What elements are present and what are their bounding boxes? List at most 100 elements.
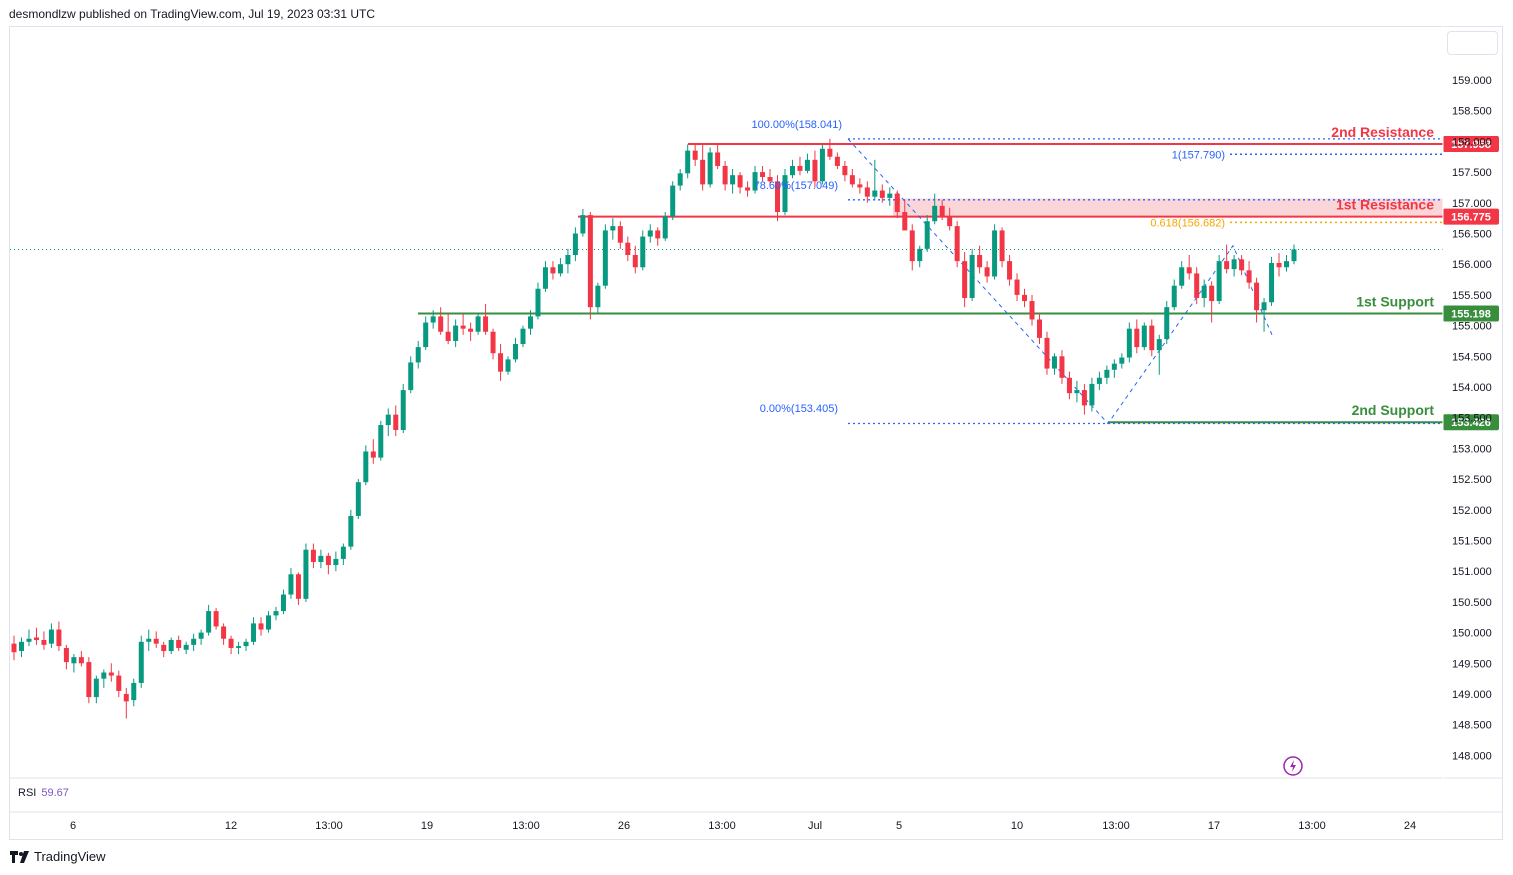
candle-body <box>191 638 197 645</box>
candle-body <box>887 193 893 198</box>
price-tick-label: 151.000 <box>1452 566 1492 578</box>
candle-body <box>752 172 758 191</box>
tradingview-footer[interactable]: TradingView <box>10 849 106 864</box>
candle-body <box>1134 328 1140 348</box>
candle-body <box>1029 301 1035 320</box>
candle-body <box>857 184 863 188</box>
candle-body <box>1261 302 1267 311</box>
candle-body <box>992 230 998 277</box>
candle-body <box>1156 339 1162 351</box>
time-tick-label: Jul <box>808 820 822 832</box>
candle-body <box>984 267 990 277</box>
candle-body <box>41 639 47 645</box>
price-tick-label: 148.500 <box>1452 720 1492 732</box>
candle-body <box>939 205 945 217</box>
price-tick-label: 155.500 <box>1452 290 1492 302</box>
price-tick-label: 154.500 <box>1452 351 1492 363</box>
candle-body <box>63 647 69 663</box>
candle-body <box>1051 356 1057 369</box>
candle-body <box>1111 363 1117 370</box>
candle-body <box>33 637 39 640</box>
candle-body <box>1141 325 1147 348</box>
chart-frame <box>9 26 1503 840</box>
price-tick-label: 151.500 <box>1452 536 1492 548</box>
candle-body <box>902 212 908 231</box>
candle-body <box>475 316 481 332</box>
candle-body <box>969 254 975 298</box>
candle-body <box>385 414 391 426</box>
candle-body <box>655 230 661 239</box>
candle-body <box>1216 261 1222 302</box>
candle-body <box>1186 267 1192 274</box>
candle-body <box>11 643 17 653</box>
candle-body <box>430 316 436 323</box>
candle-body <box>580 215 586 234</box>
candle-body <box>56 629 62 647</box>
candle-body <box>438 316 444 332</box>
candle-body <box>535 288 541 317</box>
candle-body <box>221 626 227 639</box>
rsi-indicator-label[interactable]: RSI 59.67 <box>18 787 69 799</box>
level-price-tag <box>1443 305 1499 322</box>
candle-body <box>295 574 301 599</box>
level-price-tag <box>1443 208 1499 225</box>
candle-body <box>999 230 1005 262</box>
price-tick-label: 158.500 <box>1452 106 1492 118</box>
candle-body <box>303 549 309 599</box>
candle-body <box>1081 390 1087 406</box>
candle-body <box>340 546 346 559</box>
candle-body <box>1194 273 1200 298</box>
candle-body <box>490 331 496 354</box>
candle-body <box>123 694 129 702</box>
resistance-zone <box>893 198 1443 217</box>
candle-body <box>722 165 728 185</box>
candle-body <box>251 623 257 642</box>
candle-body <box>1149 325 1155 351</box>
time-tick-label: 13:00 <box>512 820 540 832</box>
candle-body <box>550 267 556 274</box>
price-tick-label: 148.000 <box>1452 750 1492 762</box>
candle-body <box>864 187 870 197</box>
candle-body <box>1036 319 1042 338</box>
candle-body <box>670 185 676 217</box>
level-price-tag <box>1443 135 1499 152</box>
candle-body <box>280 594 286 612</box>
candle-body <box>745 187 751 191</box>
chart-control-box[interactable] <box>1447 31 1498 55</box>
candle-body <box>310 549 316 562</box>
candle-body <box>348 515 354 547</box>
candle-body <box>677 173 683 186</box>
level-name: 1st Support <box>1356 293 1434 309</box>
candle-body <box>775 181 781 213</box>
candle-body <box>258 623 264 630</box>
rsi-name: RSI <box>18 787 37 799</box>
candle-body <box>273 611 279 616</box>
candle-body <box>363 451 369 483</box>
price-tick-label: 154.000 <box>1452 382 1492 394</box>
candle-body <box>400 390 406 430</box>
level-name: 1st Resistance <box>1336 197 1434 213</box>
candle-body <box>26 638 32 642</box>
candle-body <box>819 148 825 182</box>
candle-body <box>804 159 810 171</box>
candle-body <box>812 159 818 182</box>
candle-body <box>146 638 152 642</box>
fib-retracement-label: 78.60%(157.049) <box>754 180 838 192</box>
candle-body <box>483 316 489 332</box>
rsi-value: 59.67 <box>41 787 69 799</box>
time-tick-label: 5 <box>896 820 902 832</box>
level-name: 2nd Resistance <box>1331 124 1434 140</box>
candle-body <box>198 632 204 639</box>
candle-body <box>1044 337 1050 369</box>
candle-body <box>1074 390 1080 394</box>
candle-body <box>18 641 24 652</box>
candle-body <box>520 328 526 345</box>
price-tick-label: 155.000 <box>1452 321 1492 333</box>
candle-body <box>423 322 429 348</box>
candle-body <box>1276 262 1282 268</box>
candle-body <box>108 672 114 676</box>
candle-body <box>932 205 938 222</box>
candle-body <box>872 190 878 197</box>
candle-body <box>370 451 376 458</box>
